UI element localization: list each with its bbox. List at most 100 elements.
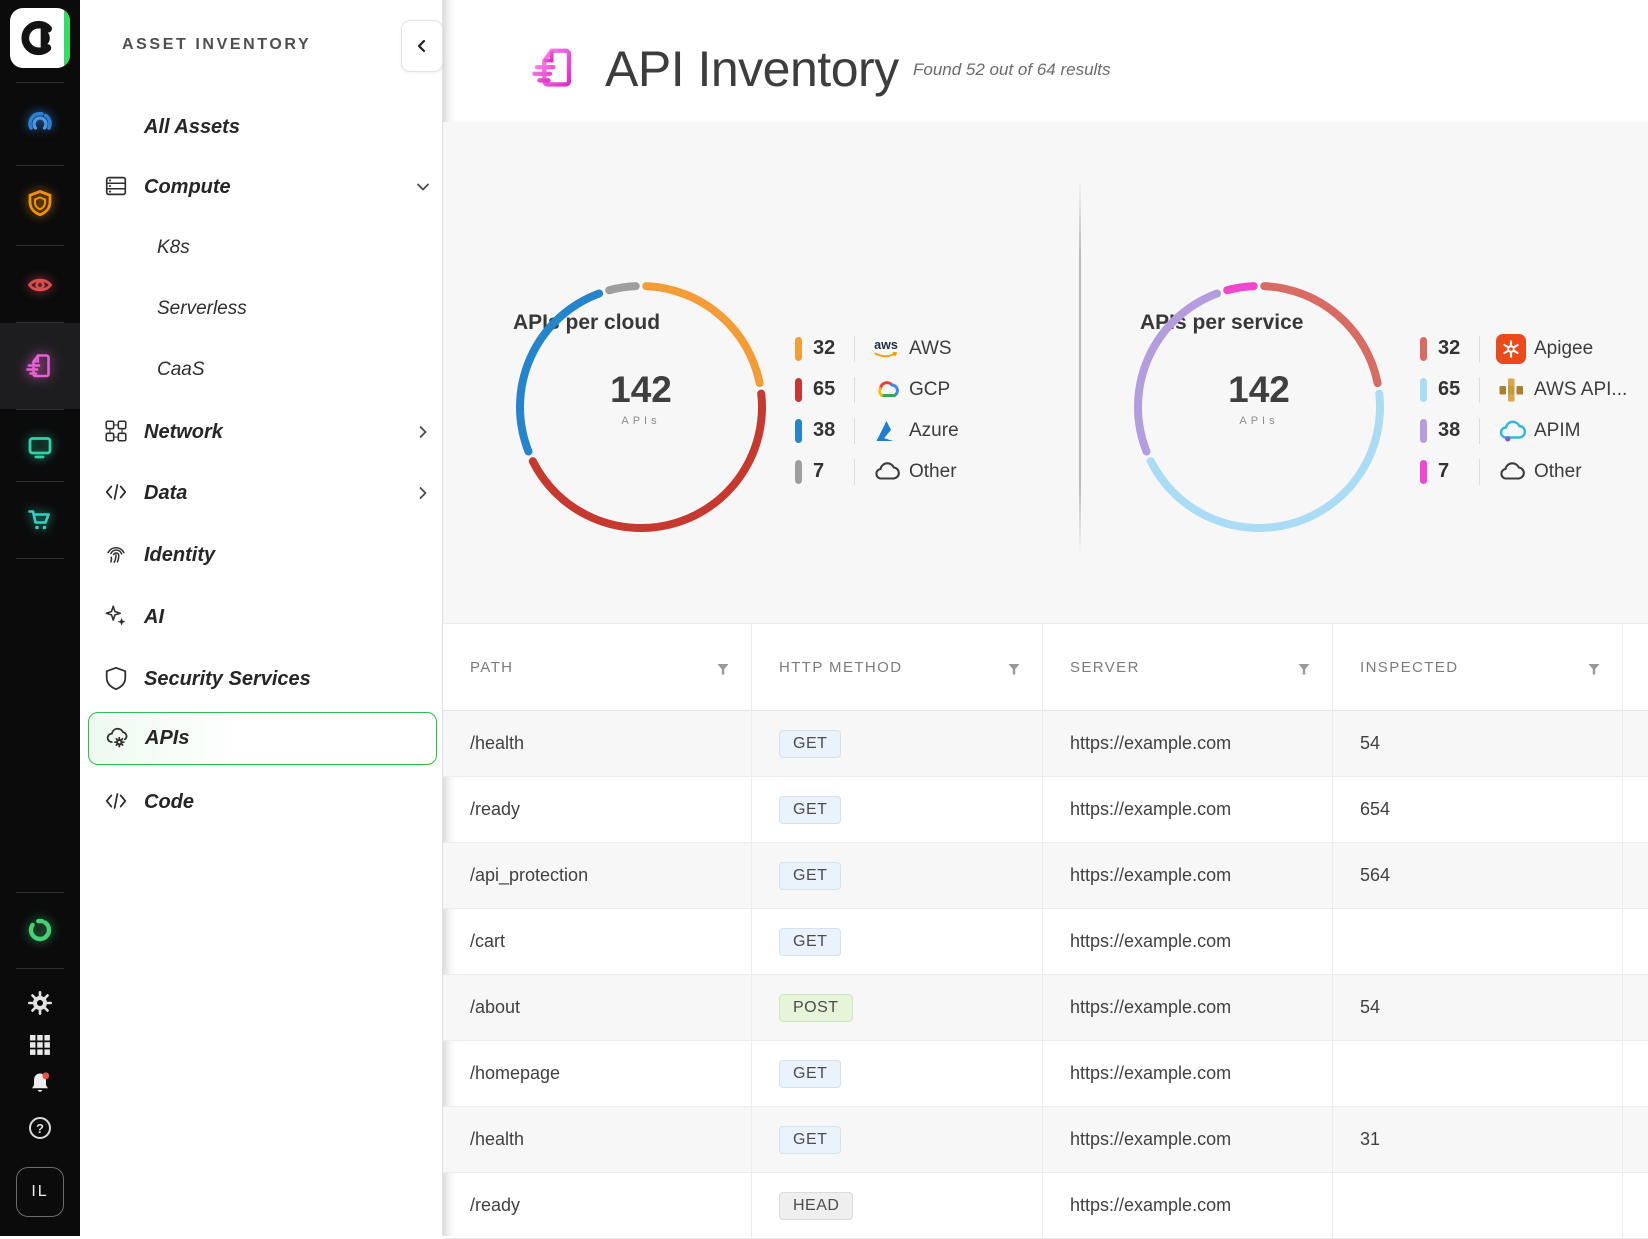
chevron-down-icon[interactable] xyxy=(414,178,432,196)
cell-server: https://example.com xyxy=(1043,843,1333,908)
legend-value: 38 xyxy=(813,419,854,442)
sidebar-collapse-button[interactable] xyxy=(401,20,443,72)
shield-icon[interactable] xyxy=(26,189,54,217)
user-initials-badge[interactable]: IL xyxy=(16,1167,64,1217)
gauge-icon[interactable] xyxy=(26,109,54,137)
column-header-label: INSPECTED xyxy=(1360,659,1458,676)
legend-row-aws-api-: 65AWS API... xyxy=(1420,369,1627,410)
aws-icon: aws xyxy=(869,335,903,363)
table-row[interactable]: /readyHEADhttps://example.com xyxy=(443,1173,1648,1239)
cell-inspected: 54 xyxy=(1333,711,1623,776)
sidebar-item-k8s[interactable]: K8s xyxy=(80,222,442,274)
legend-label: Azure xyxy=(909,420,959,442)
cell-spacer xyxy=(1623,843,1648,908)
code-icon xyxy=(103,788,131,816)
filter-icon[interactable] xyxy=(1008,662,1020,679)
page-title: API Inventory xyxy=(605,40,899,98)
legend-value: 38 xyxy=(1438,419,1479,442)
table-row[interactable]: /api_protectionGEThttps://example.com564 xyxy=(443,843,1648,909)
sidebar-item-security-services[interactable]: Security Services xyxy=(80,653,442,705)
settings-icon[interactable] xyxy=(26,989,54,1017)
api-doc-icon[interactable] xyxy=(26,352,54,380)
cell-server: https://example.com xyxy=(1043,711,1333,776)
sidebar-item-label: APIs xyxy=(145,727,189,750)
filter-icon[interactable] xyxy=(717,662,729,679)
sidebar-item-compute[interactable]: Compute xyxy=(80,161,442,213)
cell-path: /health xyxy=(443,711,752,776)
rail-divider xyxy=(16,892,64,893)
column-header-http-method: HTTP METHOD xyxy=(752,624,1043,710)
sidebar-item-apis[interactable]: APIs xyxy=(88,712,437,765)
chevron-right-icon[interactable] xyxy=(414,423,432,441)
legend-color-chip xyxy=(795,460,802,484)
legend-label: GCP xyxy=(909,379,950,401)
rail-divider xyxy=(16,82,64,83)
cell-server: https://example.com xyxy=(1043,1173,1333,1238)
cell-spacer xyxy=(1623,975,1648,1040)
column-header-server: SERVER xyxy=(1043,624,1333,710)
rail-divider xyxy=(16,481,64,482)
monitor-icon[interactable] xyxy=(26,433,54,461)
legend-color-chip xyxy=(1420,419,1427,443)
cloud-gear-icon xyxy=(104,725,132,753)
legend-label: APIM xyxy=(1534,420,1580,442)
sidebar-item-code[interactable]: Code xyxy=(80,776,442,828)
cell-spacer xyxy=(1623,909,1648,974)
network-icon xyxy=(103,418,131,446)
asset-inventory-sidebar: ASSET INVENTORY All AssetsComputeK8sServ… xyxy=(80,0,443,1236)
sidebar-item-data[interactable]: Data xyxy=(80,467,442,519)
api-inventory-page-icon xyxy=(531,45,579,91)
cart-icon[interactable] xyxy=(26,506,54,534)
chevron-right-icon[interactable] xyxy=(414,484,432,502)
cell-inspected: 31 xyxy=(1333,1107,1623,1172)
eye-icon[interactable] xyxy=(26,271,54,299)
apps-grid-icon[interactable] xyxy=(26,1031,54,1059)
legend-color-chip xyxy=(795,419,802,443)
legend-divider xyxy=(854,336,855,362)
sidebar-item-label: Compute xyxy=(144,176,231,199)
table-row[interactable]: /readyGEThttps://example.com654 xyxy=(443,777,1648,843)
table-row[interactable]: /healthGEThttps://example.com31 xyxy=(443,1107,1648,1173)
legend-divider xyxy=(1479,377,1480,403)
app-logo[interactable] xyxy=(10,8,70,68)
ring-logo-icon[interactable] xyxy=(26,916,54,944)
api-table-body: /healthGEThttps://example.com54/readyGET… xyxy=(443,711,1648,1239)
rail-divider xyxy=(16,165,64,166)
cell-server: https://example.com xyxy=(1043,975,1333,1040)
fingerprint-icon xyxy=(103,541,131,569)
cell-server: https://example.com xyxy=(1043,1041,1333,1106)
orca-logo-glyph xyxy=(19,17,61,59)
legend-row-apigee: 32Apigee xyxy=(1420,328,1627,369)
http-method-badge: GET xyxy=(779,862,841,890)
cell-method: GET xyxy=(752,1041,1043,1106)
sidebar-item-network[interactable]: Network xyxy=(80,406,442,458)
http-method-badge: GET xyxy=(779,1126,841,1154)
sidebar-item-label: Serverless xyxy=(157,298,247,320)
table-row[interactable]: /healthGEThttps://example.com54 xyxy=(443,711,1648,777)
rail-divider xyxy=(16,558,64,559)
cell-server: https://example.com xyxy=(1043,909,1333,974)
notifications-icon[interactable] xyxy=(26,1069,54,1097)
legend-label: Other xyxy=(909,461,957,483)
cell-spacer xyxy=(1623,711,1648,776)
column-header-spacer xyxy=(1623,624,1648,710)
sidebar-item-caas[interactable]: CaaS xyxy=(80,344,442,396)
table-row[interactable]: /aboutPOSThttps://example.com54 xyxy=(443,975,1648,1041)
cell-method: POST xyxy=(752,975,1043,1040)
sidebar-item-label: K8s xyxy=(157,237,190,259)
apim-icon xyxy=(1494,416,1528,446)
sidebar-item-identity[interactable]: Identity xyxy=(80,529,442,581)
sidebar-item-serverless[interactable]: Serverless xyxy=(80,283,442,335)
help-icon[interactable]: ? xyxy=(26,1114,54,1142)
table-row[interactable]: /homepageGEThttps://example.com xyxy=(443,1041,1648,1107)
filter-icon[interactable] xyxy=(1298,662,1310,679)
sidebar-item-ai[interactable]: AI xyxy=(80,591,442,643)
sidebar-item-all-assets[interactable]: All Assets xyxy=(80,101,442,153)
legend-value: 32 xyxy=(813,337,854,360)
table-row[interactable]: /cartGEThttps://example.com xyxy=(443,909,1648,975)
chevron-left-icon xyxy=(413,37,431,55)
legend-color-chip xyxy=(1420,378,1427,402)
http-method-badge: GET xyxy=(779,796,841,824)
filter-icon[interactable] xyxy=(1588,662,1600,679)
http-method-badge: POST xyxy=(779,994,853,1022)
